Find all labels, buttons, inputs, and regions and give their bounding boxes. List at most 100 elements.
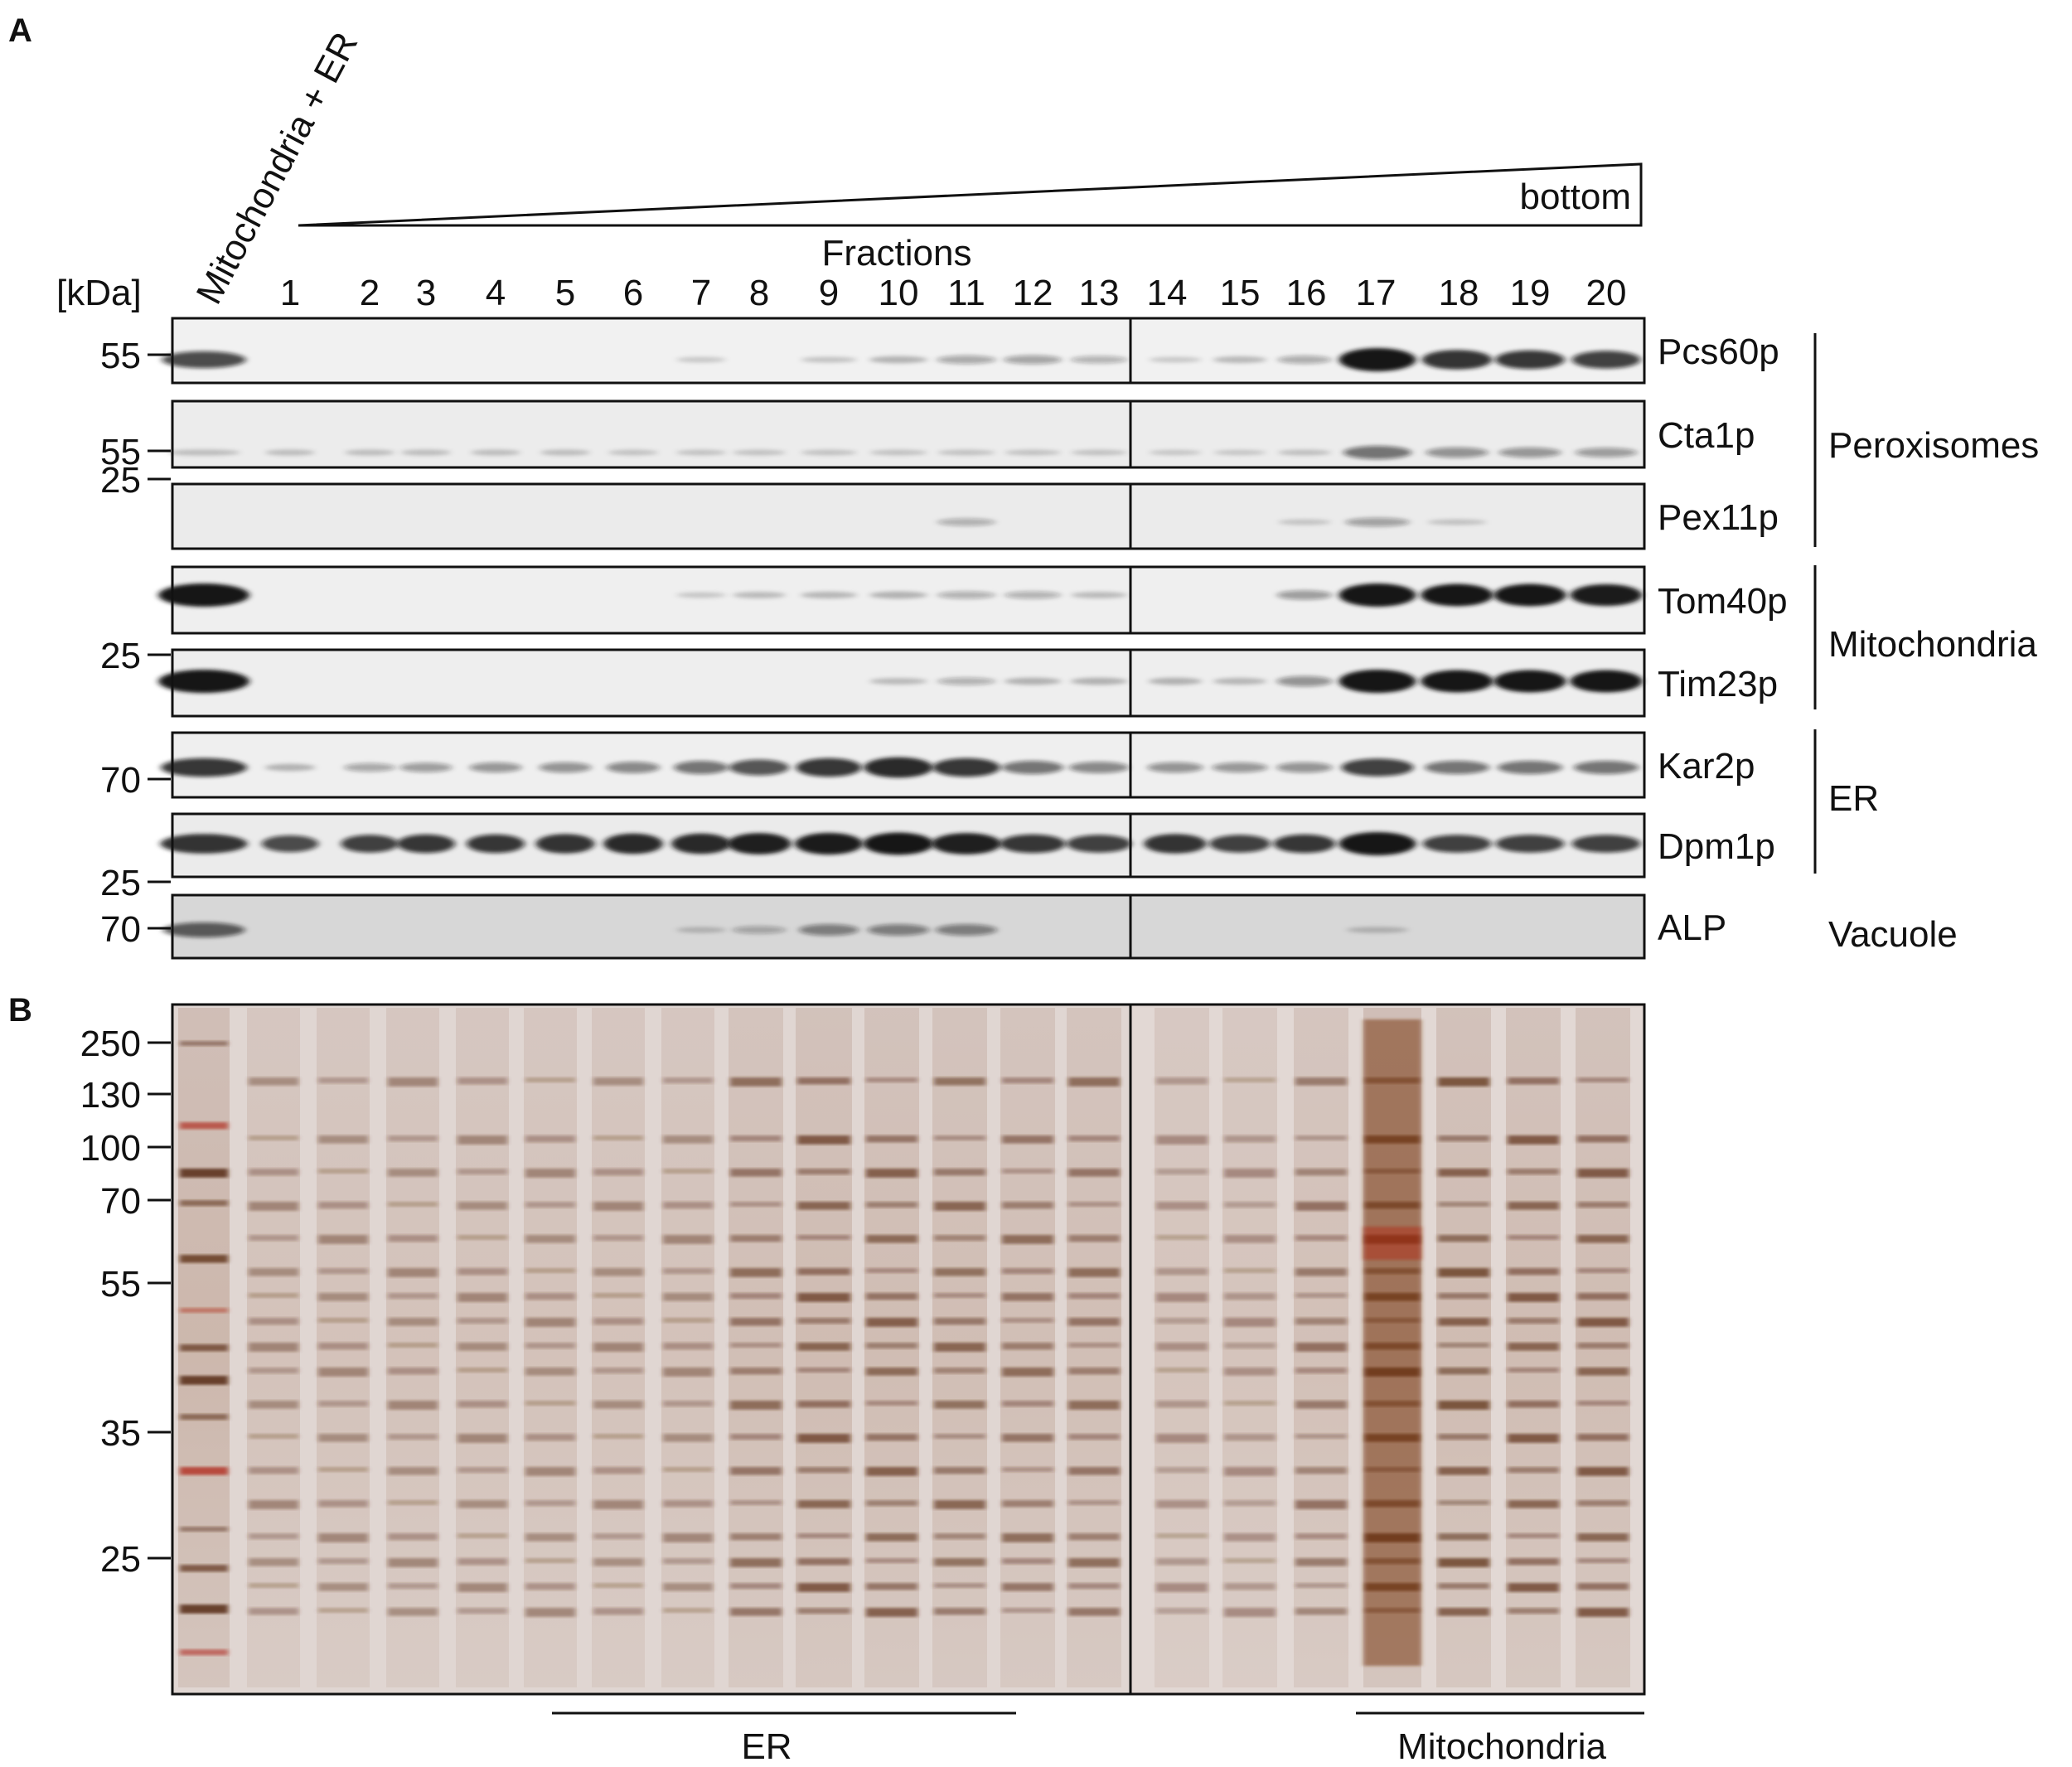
gel-band-5-2 bbox=[525, 1169, 575, 1178]
gel-band-6-1 bbox=[593, 1135, 643, 1140]
gel-band-1-6 bbox=[249, 1293, 298, 1298]
gel-band-3-7 bbox=[388, 1318, 438, 1326]
gel-band-15-3 bbox=[1224, 1202, 1276, 1208]
gel-band-15-6 bbox=[1224, 1293, 1276, 1300]
gel-band-2-11 bbox=[318, 1434, 368, 1442]
gel-band-20-7 bbox=[1577, 1318, 1629, 1327]
gel-band-18-5 bbox=[1438, 1268, 1489, 1277]
gel-band-3-15 bbox=[388, 1558, 438, 1567]
gel-band-18-10 bbox=[1438, 1401, 1489, 1410]
gel-band-14-8 bbox=[1156, 1343, 1208, 1351]
fraction-number-16: 16 bbox=[1286, 273, 1327, 313]
gel-band-12-3 bbox=[1002, 1202, 1053, 1209]
gel-band-10-12 bbox=[866, 1467, 917, 1476]
gel-band-14-17 bbox=[1156, 1608, 1208, 1615]
gel-band-19-0 bbox=[1508, 1077, 1559, 1085]
gel-band-9-1 bbox=[797, 1135, 850, 1145]
gel-band-7-7 bbox=[663, 1318, 713, 1323]
group-label-er: ER bbox=[1828, 778, 1879, 819]
gel-band-12-7 bbox=[1002, 1318, 1053, 1323]
band-kar2p-11 bbox=[932, 758, 1000, 777]
gel-band-15-10 bbox=[1224, 1401, 1276, 1406]
gel-band-7-1 bbox=[663, 1135, 713, 1144]
gel-band-2-10 bbox=[318, 1401, 368, 1407]
gel-band-6-12 bbox=[593, 1467, 643, 1474]
gel-band-13-2 bbox=[1068, 1169, 1120, 1177]
band-cta1p-4 bbox=[470, 449, 521, 456]
gel-band-4-0 bbox=[457, 1077, 507, 1085]
band-cta1p-10 bbox=[869, 449, 927, 456]
gel-band-8-3 bbox=[730, 1202, 782, 1207]
band-kar2p-3 bbox=[399, 762, 453, 772]
gel-band-10-9 bbox=[866, 1368, 917, 1376]
band-tim23p-12 bbox=[1004, 677, 1062, 685]
gel-band-15-14 bbox=[1224, 1533, 1276, 1542]
band-dpm1p-0 bbox=[160, 834, 248, 854]
gel-band-11-6 bbox=[934, 1293, 985, 1298]
blot-tim23p: Tim23p 25 bbox=[100, 636, 1778, 718]
gel-band-3-0 bbox=[388, 1077, 438, 1087]
gel-lane-11 bbox=[932, 1008, 987, 1687]
fraction-number-9: 9 bbox=[819, 273, 839, 313]
gel-band-18-0 bbox=[1438, 1077, 1489, 1087]
gel-band-12-8 bbox=[1002, 1343, 1053, 1350]
lane-heavy-smear bbox=[1363, 1019, 1421, 1666]
gel-band-20-11 bbox=[1577, 1434, 1629, 1441]
gel-band-20-1 bbox=[1577, 1135, 1629, 1143]
gel-band-13-11 bbox=[1068, 1434, 1120, 1440]
gel-band-2-9 bbox=[318, 1368, 368, 1377]
gel-lane-5 bbox=[524, 1008, 577, 1687]
band-kar2p-9 bbox=[796, 758, 862, 777]
band-cta1p-5 bbox=[540, 449, 591, 456]
band-cta1p-1 bbox=[264, 449, 316, 456]
gel-band-11-11 bbox=[934, 1434, 985, 1439]
gel-lane-8 bbox=[729, 1008, 783, 1687]
gel-band-2-4 bbox=[318, 1235, 368, 1244]
gel-band-3-5 bbox=[388, 1268, 438, 1277]
blot-frame-right bbox=[1129, 317, 1646, 385]
band-dpm1p-15 bbox=[1209, 835, 1271, 853]
marker-label-25: 25 bbox=[100, 636, 141, 676]
band-dpm1p-13 bbox=[1066, 835, 1132, 853]
gel-band-5-3 bbox=[525, 1202, 575, 1208]
gel-band-19-14 bbox=[1508, 1533, 1559, 1538]
gel-band-20-0 bbox=[1577, 1077, 1629, 1082]
band-cta1p-14 bbox=[1149, 449, 1202, 456]
gel-band-7-3 bbox=[663, 1202, 713, 1209]
gel-band-15-0 bbox=[1224, 1077, 1276, 1082]
band-cta1p-0 bbox=[167, 449, 240, 456]
gel-band-12-13 bbox=[1002, 1500, 1053, 1508]
gel-band-0-0 bbox=[180, 1041, 228, 1046]
gel-band-14-4 bbox=[1156, 1235, 1208, 1240]
band-dpm1p-8 bbox=[727, 833, 792, 854]
gel-band-2-5 bbox=[318, 1268, 368, 1275]
blot-background-left bbox=[172, 484, 1130, 549]
gel-band-8-9 bbox=[730, 1368, 782, 1375]
band-tim23p-19 bbox=[1493, 670, 1566, 693]
band-dpm1p-2 bbox=[341, 835, 399, 853]
gel-band-7-5 bbox=[663, 1268, 713, 1275]
gel-band-19-6 bbox=[1508, 1293, 1559, 1302]
gel-band-18-9 bbox=[1438, 1368, 1489, 1375]
gel-band-10-17 bbox=[866, 1608, 917, 1617]
band-cta1p-20 bbox=[1575, 448, 1638, 457]
gel-marker-label-35: 35 bbox=[100, 1413, 141, 1454]
gel-band-16-5 bbox=[1295, 1268, 1347, 1276]
gel-marker-label-25: 25 bbox=[100, 1539, 141, 1580]
gel-band-6-9 bbox=[593, 1368, 643, 1374]
band-alp-17 bbox=[1346, 927, 1409, 933]
gel-band-16-2 bbox=[1295, 1169, 1347, 1176]
gel-band-11-16 bbox=[934, 1583, 985, 1588]
gel-band-18-16 bbox=[1438, 1583, 1489, 1590]
gel-band-13-14 bbox=[1068, 1533, 1120, 1541]
protein-label-pcs60p: Pcs60p bbox=[1658, 332, 1779, 372]
fraction-number-10: 10 bbox=[879, 273, 919, 313]
gel-band-13-5 bbox=[1068, 1268, 1120, 1277]
band-tim23p-16 bbox=[1276, 675, 1333, 687]
gel-band-1-7 bbox=[249, 1318, 298, 1325]
gel-lane-10 bbox=[864, 1008, 919, 1687]
band-kar2p-18 bbox=[1424, 761, 1490, 774]
band-tom40p-16 bbox=[1276, 590, 1333, 600]
band-kar2p-7 bbox=[674, 761, 729, 774]
gel-band-10-2 bbox=[866, 1169, 917, 1178]
